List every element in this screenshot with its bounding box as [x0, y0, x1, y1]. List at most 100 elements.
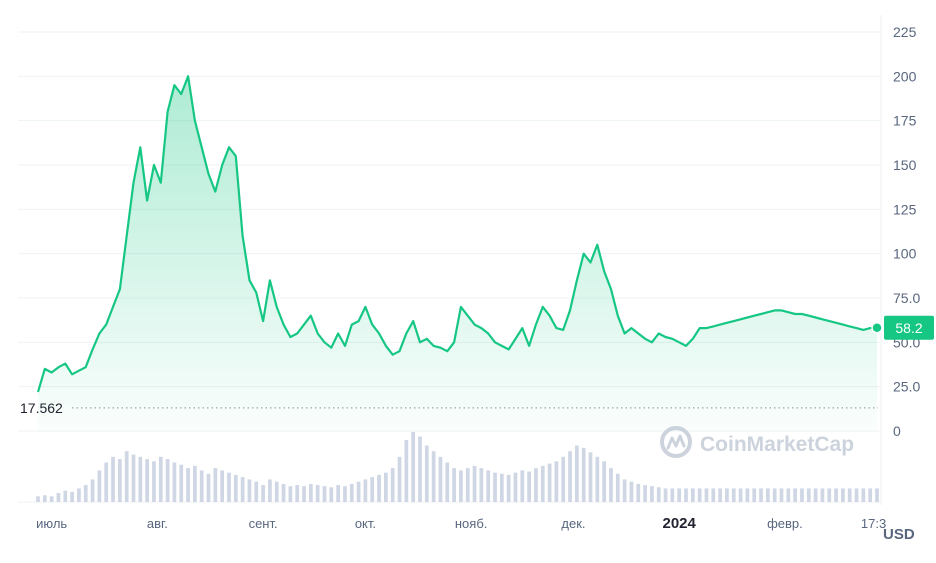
volume-bar [786, 488, 791, 502]
volume-bar [670, 488, 675, 502]
x-tick-label: авг. [147, 516, 168, 531]
volume-bar [322, 486, 327, 502]
coinmarketcap-logo-icon [660, 426, 692, 458]
volume-bar [172, 462, 177, 502]
volume-bar [718, 488, 722, 502]
volume-bar [575, 445, 579, 502]
watermark: CoinMarketCap [660, 426, 854, 458]
volume-bar [193, 465, 197, 502]
volume-bar [145, 459, 149, 502]
volume-bar [363, 479, 368, 502]
volume-bar [356, 481, 361, 502]
volume-bar [486, 470, 491, 502]
volume-bar [745, 488, 750, 502]
volume-bar [677, 488, 682, 502]
volume-bar [615, 473, 620, 502]
volume-bar [213, 468, 218, 502]
volume-bar [868, 488, 873, 502]
volume-bar [227, 472, 231, 502]
volume-bar [561, 456, 566, 502]
price-area-fill [38, 76, 877, 432]
volume-bar [452, 468, 456, 502]
y-tick-label: 25.0 [893, 379, 920, 395]
volume-bar [465, 468, 470, 502]
volume-bar [847, 488, 852, 502]
volume-bar [370, 477, 375, 502]
volume-bar [70, 491, 74, 502]
volume-bar [772, 488, 777, 502]
volume-bar [404, 439, 409, 502]
volume-bar [472, 465, 477, 502]
start-price-line: 17.562 [20, 400, 878, 416]
volume-bar [431, 451, 436, 502]
volume-bar [459, 470, 463, 502]
volume-bar [165, 459, 170, 502]
volume-bar [861, 488, 866, 502]
volume-bar [568, 451, 572, 502]
current-price-badge [884, 315, 934, 340]
y-tick-label: 150 [893, 157, 917, 173]
y-tick-label: 100 [893, 246, 917, 262]
volume-bar [308, 483, 313, 502]
volume-bar [711, 488, 716, 502]
volume-bar [329, 487, 334, 502]
volume-bar [629, 481, 634, 502]
volume-bar [97, 470, 102, 502]
volume-bar [588, 452, 593, 502]
y-tick-label: 75.0 [893, 290, 920, 306]
volume-bar [643, 485, 647, 502]
volume-bar [268, 479, 272, 502]
volume-bar [690, 488, 695, 502]
volume-bar [186, 468, 190, 502]
volume-bar [131, 454, 136, 502]
volume-bar [179, 464, 184, 502]
volume-bars [36, 432, 879, 502]
volume-bar [56, 492, 61, 502]
volume-bar [779, 488, 784, 502]
volume-bar [595, 456, 600, 502]
volume-bar [90, 479, 95, 502]
volume-bar [622, 479, 627, 502]
volume-bar [206, 473, 211, 502]
y-tick-label: 125 [893, 201, 917, 217]
volume-bar [411, 432, 416, 502]
currency-label: USD [883, 526, 915, 543]
volume-bar [752, 488, 757, 502]
volume-bar [506, 474, 511, 502]
volume-bar [731, 488, 736, 502]
volume-bar [49, 496, 54, 502]
volume-bar [343, 486, 347, 502]
x-tick-label: февр. [767, 516, 803, 531]
volume-bar [104, 462, 109, 502]
volume-bar [274, 481, 279, 502]
volume-bar [499, 473, 504, 502]
x-axis: июль авг. сент. окт. нояб. дек. 2024 февр. 17:3 [36, 515, 886, 532]
volume-bar [547, 463, 552, 502]
y-tick-label: 200 [893, 68, 917, 84]
volume-bar [240, 477, 245, 502]
price-line [36, 75, 878, 393]
volume-bar [636, 483, 641, 502]
volume-bar [288, 486, 293, 502]
volume-bar [261, 485, 265, 502]
x-tick-label: 17:3 [861, 516, 886, 531]
volume-bar [36, 496, 40, 502]
volume-bar [854, 488, 859, 502]
volume-bar [520, 470, 525, 502]
x-tick-label: нояб. [455, 516, 488, 531]
volume-bar [424, 445, 429, 502]
volume-bar [63, 490, 68, 502]
volume-bar [220, 470, 225, 502]
volume-bar [247, 479, 252, 502]
volume-bar [479, 468, 484, 502]
volume-bar [199, 470, 204, 502]
volume-bar [302, 486, 306, 502]
volume-bar [138, 456, 143, 502]
volume-bar [656, 487, 661, 502]
volume-bar [254, 481, 259, 502]
volume-bar [800, 488, 804, 502]
volume-bar [77, 488, 81, 502]
volume-bar [581, 447, 586, 502]
volume-bar [390, 468, 395, 502]
